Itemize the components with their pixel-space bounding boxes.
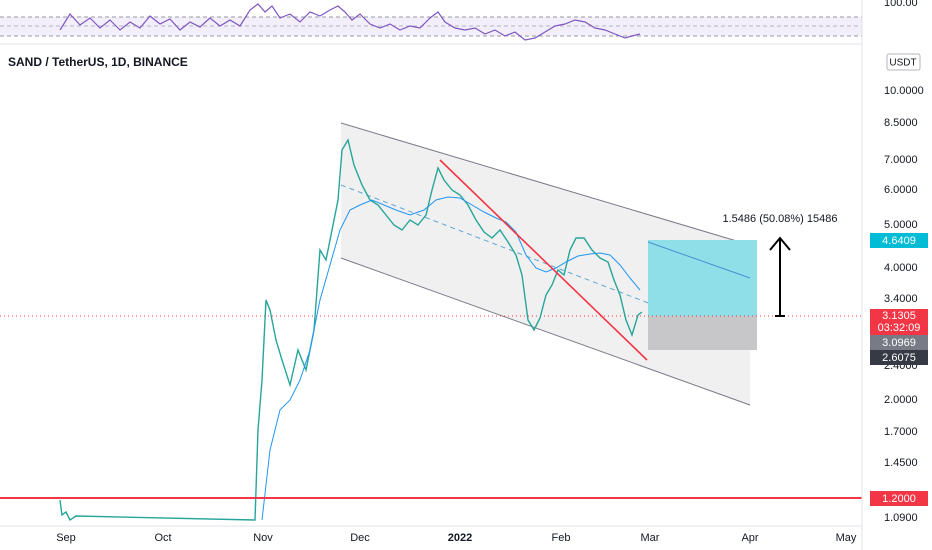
price-axis — [862, 0, 932, 550]
price-label: 4.0000 — [884, 262, 918, 274]
tag-text: 3.0969 — [882, 337, 916, 349]
channel-lower — [340, 257, 751, 406]
tag — [870, 309, 928, 335]
rsi-line — [59, 3, 641, 41]
time-label: Mar — [641, 532, 660, 544]
target-zone — [648, 240, 757, 316]
tag — [870, 350, 928, 365]
price-label: 1.0900 — [884, 512, 918, 524]
currency[interactable]: USDT — [889, 58, 916, 69]
trend-line — [439, 159, 648, 361]
price-label: 5.0000 — [884, 219, 918, 231]
tag-text: 1.2000 — [882, 493, 916, 505]
tag-text: 2.6075 — [882, 352, 916, 364]
time-label: May — [836, 532, 857, 544]
rsi-axis-label: 100.00 — [884, 0, 918, 9]
price-path — [59, 138, 643, 522]
price-label: 1.4500 — [884, 457, 918, 469]
tag-text: 3.1305 — [882, 310, 916, 322]
arrow-head — [769, 236, 791, 251]
price-label: 6.0000 — [884, 184, 918, 196]
countdown: 03:32:09 — [878, 322, 921, 334]
channel-mid — [340, 184, 751, 343]
time-label: Feb — [552, 532, 571, 544]
price-label: 8.5000 — [884, 117, 918, 129]
position-line — [647, 241, 751, 279]
price-label: 2.0000 — [884, 394, 918, 406]
price-label: 1.7000 — [884, 426, 918, 438]
time-label: Oct — [154, 532, 171, 544]
symbol-title: SAND / TetherUS, 1D, BINANCE — [8, 55, 188, 69]
measure-label: 1.5486 (50.08%) 15486 — [723, 213, 838, 225]
time-label: Nov — [253, 532, 273, 544]
time-labels: Sep Oct Nov Dec 2022 Feb Mar Apr May — [56, 532, 857, 544]
time-label: Sep — [56, 532, 76, 544]
price-label: 10.0000 — [884, 85, 924, 97]
price-label: 3.4000 — [884, 293, 918, 305]
tag — [870, 233, 928, 248]
tag — [870, 491, 928, 506]
moving-average — [261, 196, 641, 521]
channel-upper — [340, 122, 751, 246]
tag-text: 4.6409 — [882, 235, 916, 247]
tag — [870, 335, 928, 350]
time-label: 2022 — [448, 532, 472, 544]
price-label: 7.0000 — [884, 154, 918, 166]
stop-zone — [648, 316, 757, 350]
time-label: Apr — [741, 532, 758, 544]
currency-button[interactable] — [886, 53, 921, 71]
time-label: Dec — [350, 532, 370, 544]
